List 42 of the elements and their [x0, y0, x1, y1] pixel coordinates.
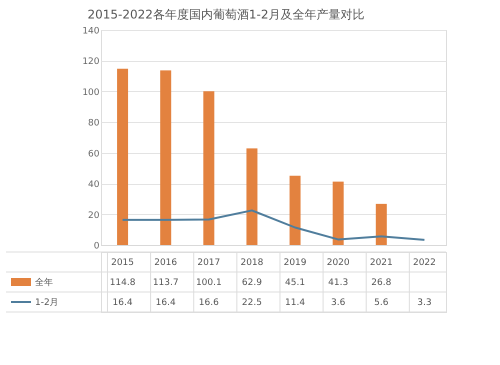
line-series [122, 209, 426, 241]
data-label: 22.5 [242, 298, 262, 308]
data-label: 5.6 [374, 298, 389, 308]
bar [246, 148, 258, 245]
data-label: 16.4 [156, 298, 176, 308]
data-label: 3.6 [331, 298, 346, 308]
y-tick-label: 60 [88, 149, 100, 160]
data-label: 113.7 [152, 278, 179, 288]
y-tick-label: 40 [88, 180, 100, 190]
y-tick-label: 20 [88, 210, 100, 221]
bar [376, 204, 387, 245]
x-tick-label: 2019 [284, 258, 307, 268]
bar [290, 176, 301, 245]
data-label: 45.1 [285, 278, 306, 288]
bar [332, 182, 344, 245]
legend-label: 1-2月 [35, 298, 59, 308]
data-label: 16.6 [198, 298, 220, 308]
data-label: 62.9 [242, 278, 262, 288]
legend-label: 全年 [35, 277, 53, 288]
bar [117, 68, 128, 245]
data-label: 16.4 [112, 298, 133, 308]
y-tick-label: 80 [88, 118, 100, 129]
data-label: 26.8 [371, 278, 392, 288]
data-label: 41.3 [328, 278, 348, 288]
x-tick-label: 2017 [197, 258, 220, 268]
x-tick-label: 2022 [412, 258, 436, 268]
y-tick-label: 100 [82, 88, 100, 98]
x-tick-label: 2015 [111, 258, 134, 268]
x-tick-label: 2020 [326, 258, 350, 268]
x-tick-label: 2018 [240, 258, 264, 268]
bar [160, 70, 172, 245]
data-label: 100.1 [196, 278, 222, 288]
x-tick-label: 2016 [154, 258, 178, 268]
data-label: 114.8 [110, 278, 136, 288]
y-tick-label: 140 [82, 26, 100, 36]
data-label: 11.4 [285, 298, 306, 308]
chart-title: 2015-2022各年度国内葡萄酒1-2月及全年产量对比 [87, 8, 365, 22]
bar [203, 91, 214, 245]
data-label: 3.3 [417, 298, 432, 308]
y-tick-label: 0 [94, 242, 100, 252]
x-tick-label: 2021 [370, 258, 393, 268]
y-tick-label: 120 [82, 57, 100, 68]
